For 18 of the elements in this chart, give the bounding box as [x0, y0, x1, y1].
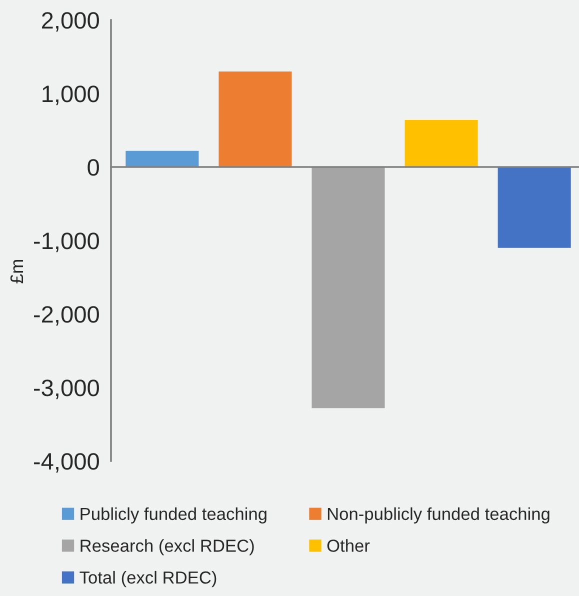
bar: [312, 167, 385, 408]
y-axis-title: £m: [10, 260, 24, 284]
bar: [404, 120, 478, 167]
y-tick-label: -4,000: [34, 453, 99, 473]
bar: [498, 167, 571, 248]
y-tick-label: 0: [88, 159, 99, 176]
y-tick-label: -3,000: [34, 380, 99, 400]
y-tick-label: 1,000: [42, 86, 99, 106]
legend-label: Non-publicly funded teaching: [328, 507, 550, 524]
y-tick-label: -1,000: [34, 232, 99, 252]
y-tick-label: -2,000: [34, 306, 99, 326]
y-tick-label: 2,000: [42, 12, 99, 32]
legend-label: Publicly funded teaching: [80, 507, 266, 524]
bar: [126, 150, 199, 167]
legend-label: Research (excl RDEC): [80, 539, 254, 556]
legend-label: Other: [327, 539, 370, 552]
legend-label: Total (excl RDEC): [80, 570, 216, 588]
bar: [218, 71, 292, 167]
